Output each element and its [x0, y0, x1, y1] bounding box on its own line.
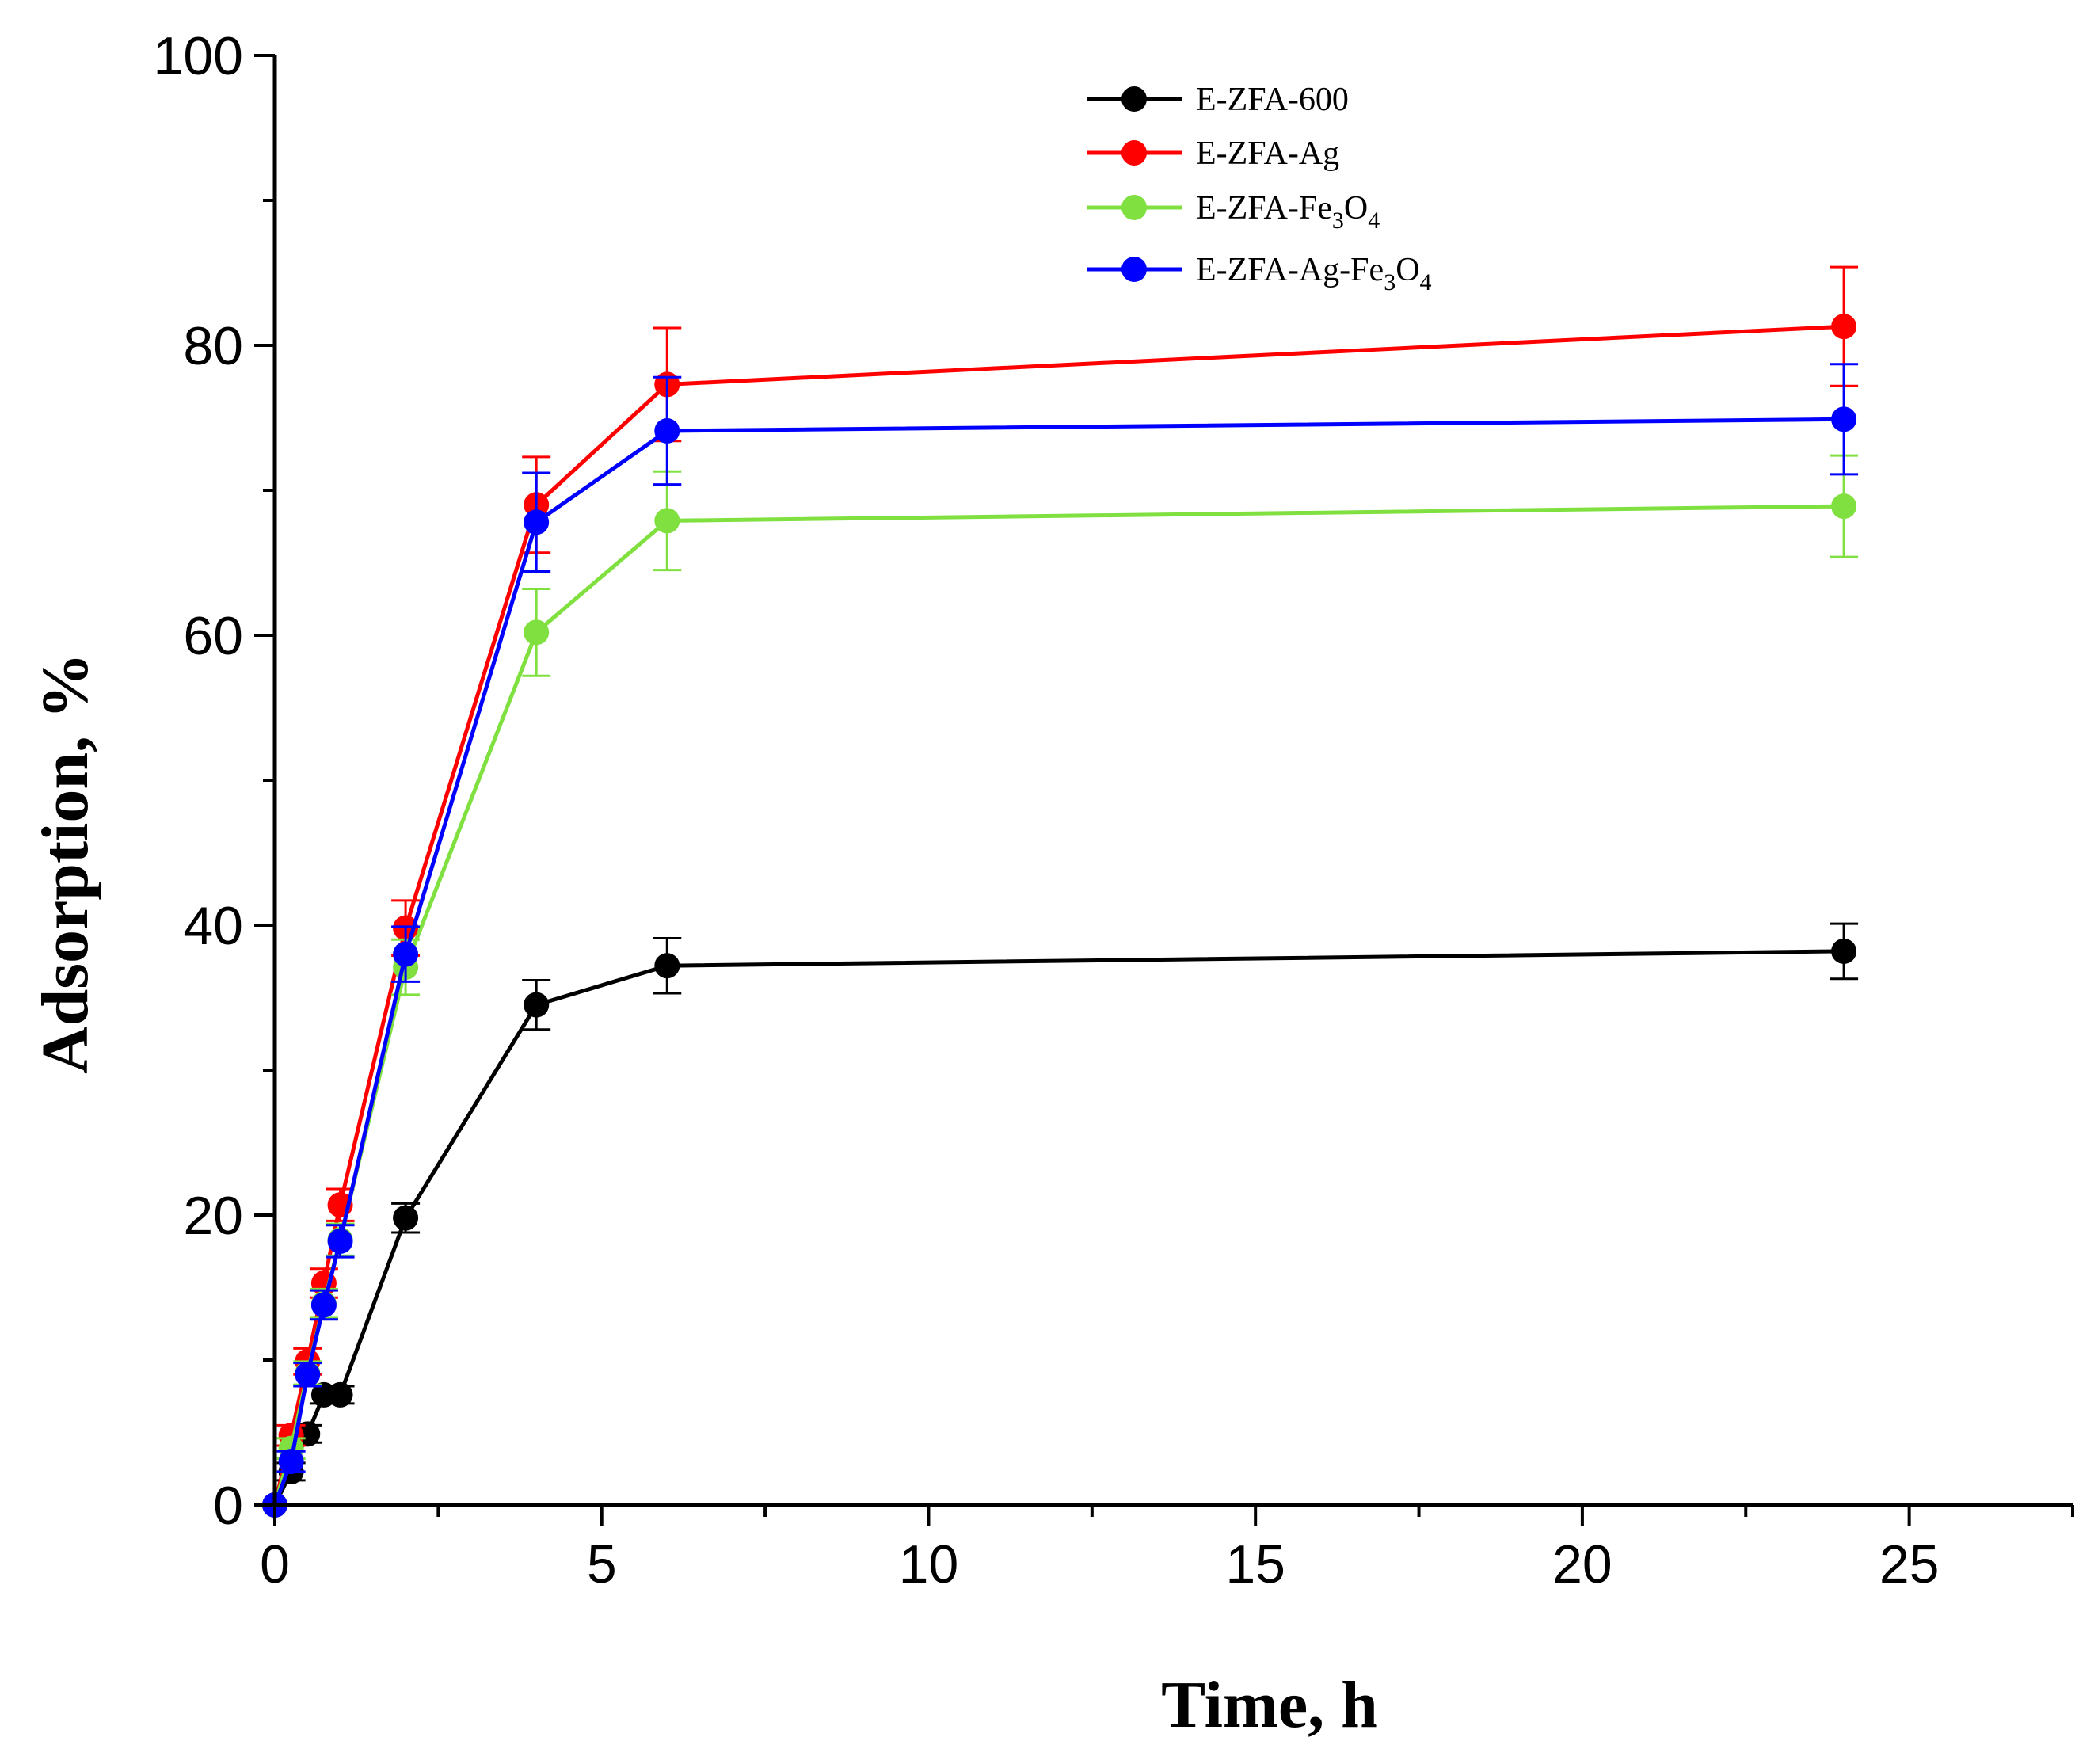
plot-series [262, 265, 1859, 1518]
legend-label-tail: O [1344, 190, 1368, 227]
y-tick-label: 60 [183, 606, 243, 666]
legend-item-3: E-ZFA-Ag-Fe3O4 [1087, 252, 1432, 295]
x-tick-label: 10 [899, 1534, 959, 1594]
y-tick-label: 40 [183, 896, 243, 956]
data-point [278, 1449, 304, 1475]
legend-label-base: E-ZFA-Ag-Fe [1196, 252, 1384, 288]
series-3 [262, 363, 1859, 1518]
series-0 [262, 922, 1859, 1518]
data-point [524, 509, 550, 535]
data-point [654, 417, 680, 444]
legend-label-sub: 3 [1332, 208, 1344, 234]
legend-label: E-ZFA-Ag [1196, 135, 1339, 172]
data-point [1831, 938, 1857, 964]
x-tick-label: 20 [1552, 1534, 1613, 1594]
legend-label: E-ZFA-Ag-Fe3O4 [1196, 252, 1432, 295]
axes: 0 5 10 15 20 25 0 20 40 60 80 100 [154, 26, 2074, 1594]
legend-label-base: E-ZFA-Ag [1196, 135, 1339, 172]
x-tick-label: 0 [260, 1534, 290, 1594]
legend-item-1: E-ZFA-Ag [1087, 135, 1339, 172]
legend-label-sub: 4 [1420, 269, 1432, 295]
legend-label-sub: 4 [1368, 208, 1380, 234]
legend-label: E-ZFA-Fe3O4 [1196, 190, 1380, 234]
y-tick-label: 20 [183, 1186, 243, 1246]
legend-label-sub: 3 [1384, 269, 1395, 295]
series-line [272, 324, 1845, 1506]
data-point [1831, 314, 1857, 340]
data-point [524, 992, 550, 1018]
data-point [1831, 493, 1857, 520]
data-point [393, 1205, 419, 1231]
data-point [1831, 406, 1857, 432]
legend-marker [1121, 86, 1147, 112]
legend-marker [1121, 195, 1147, 220]
data-point [327, 1228, 353, 1254]
data-point [654, 508, 680, 534]
series-1 [262, 265, 1859, 1518]
data-point [393, 941, 419, 967]
data-point [524, 619, 550, 646]
series-line [272, 949, 1845, 1507]
legend: E-ZFA-600E-ZFA-AgE-ZFA-Fe3O4E-ZFA-Ag-Fe3… [1087, 82, 1432, 295]
y-tick-label: 80 [183, 316, 243, 376]
y-tick-label: 0 [213, 1476, 243, 1536]
x-axis-title: Time, h [1161, 1668, 1378, 1742]
legend-marker [1121, 257, 1147, 282]
data-point [295, 1362, 321, 1388]
legend-item-0: E-ZFA-600 [1087, 82, 1349, 118]
x-tick-label: 5 [587, 1534, 617, 1594]
x-tick-label: 15 [1225, 1534, 1285, 1594]
legend-item-2: E-ZFA-Fe3O4 [1087, 190, 1380, 234]
data-point [310, 1292, 337, 1318]
legend-label-base: E-ZFA-Fe [1196, 190, 1332, 227]
series-line [272, 504, 1845, 1506]
legend-label: E-ZFA-600 [1196, 82, 1349, 118]
data-point [327, 1381, 353, 1408]
legend-label-base: E-ZFA-600 [1196, 82, 1349, 118]
x-tick-label: 25 [1879, 1534, 1940, 1594]
legend-label-tail: O [1395, 252, 1419, 288]
y-axis-title: Adsorption, % [29, 653, 102, 1074]
y-tick-label: 100 [154, 26, 243, 86]
legend-marker [1121, 140, 1147, 166]
data-point [654, 953, 680, 979]
